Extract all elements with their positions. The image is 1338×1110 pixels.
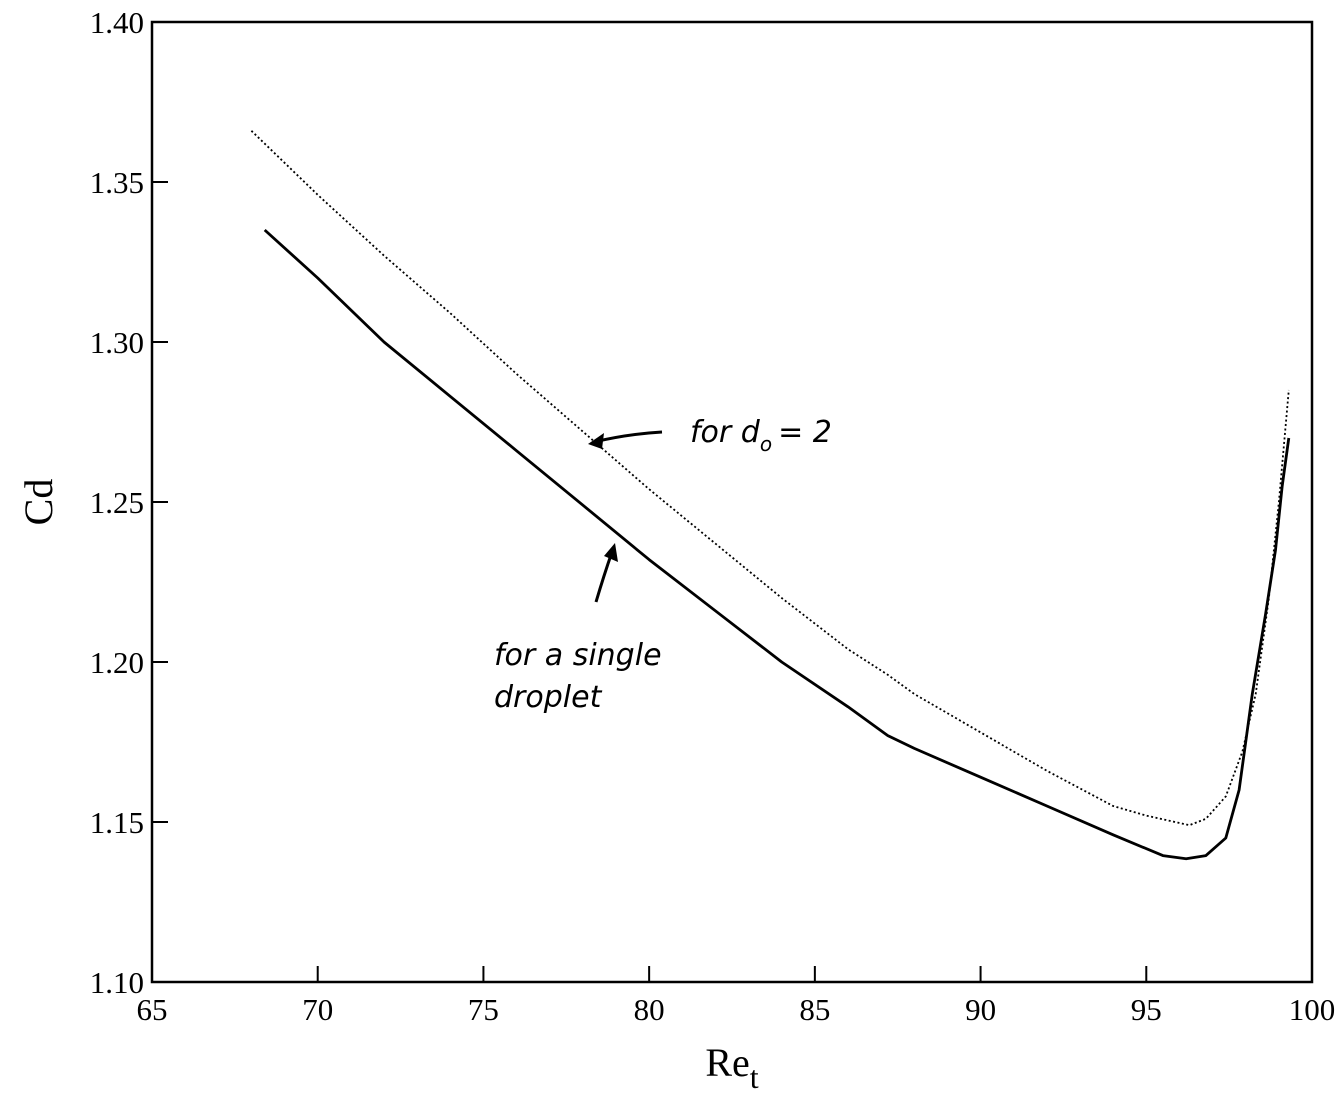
annotation-arrowhead-d0 (588, 433, 604, 449)
series-line-single-droplet (263, 228, 1291, 861)
y-axis-label: Cd (16, 479, 61, 526)
annotation-label-single-line1: for a single (494, 638, 662, 673)
series-layer (250, 130, 1291, 861)
annotation-d0: for do = 2 (588, 415, 832, 456)
x-tick-label: 70 (302, 992, 333, 1027)
x-tick-label: 80 (634, 992, 665, 1027)
annotation-arrow-single (594, 551, 614, 603)
x-tick-label: 65 (137, 992, 168, 1027)
annotation-single: for a single droplet (494, 543, 662, 715)
series-line-d0-2 (250, 130, 1290, 827)
annotation-arrowhead-single (604, 543, 618, 562)
y-tick-label: 1.15 (90, 805, 144, 840)
y-tick-label: 1.25 (90, 485, 144, 520)
x-axis-label: Ret (705, 1040, 758, 1095)
x-tick-label: 95 (1131, 992, 1162, 1027)
y-tick-label: 1.10 (90, 965, 144, 1000)
annotation-label-d0: for do = 2 (690, 415, 832, 456)
y-tick-label: 1.30 (90, 325, 144, 360)
x-tick-label: 100 (1289, 992, 1336, 1027)
axis-ticks: 65 70 75 80 85 90 95 100 1.10 1.15 1.20 1.25 1.30 1.3… (90, 5, 1336, 1027)
annotation-label-single-line2: droplet (494, 680, 603, 715)
plot-frame (150, 20, 1314, 984)
y-tick-label: 1.20 (90, 645, 144, 680)
y-tick-label: 1.35 (90, 165, 144, 200)
annotation-arrow-d0 (593, 430, 663, 444)
y-tick-label: 1.40 (90, 5, 144, 40)
x-tick-label: 90 (965, 992, 996, 1027)
x-tick-label: 75 (468, 992, 499, 1027)
x-tick-label: 85 (799, 992, 830, 1027)
